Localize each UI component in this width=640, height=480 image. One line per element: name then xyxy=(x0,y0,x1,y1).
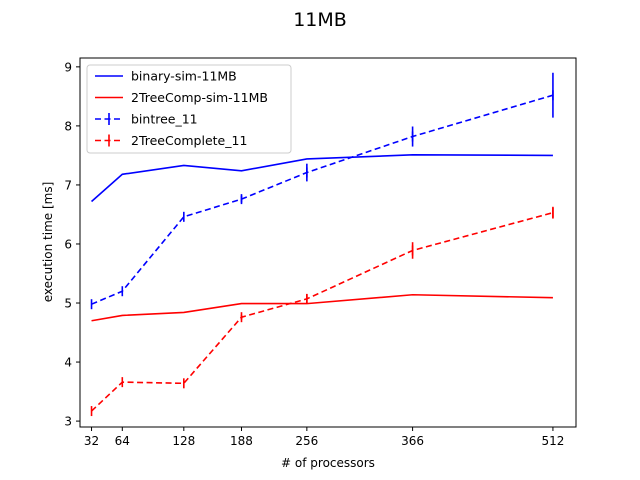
plot-area xyxy=(90,72,554,417)
series-line-4 xyxy=(90,211,554,412)
axes: 32 64 128 188 256 366 512 3 4 5 6 7 8 9 xyxy=(64,57,577,448)
y-axis-label: execution time [ms] xyxy=(41,182,55,303)
y-tick-label: 5 xyxy=(64,297,72,311)
y-tick-label: 6 xyxy=(64,237,72,251)
y-tick-label: 4 xyxy=(64,356,72,370)
legend: binary-sim-11MB 2TreeComp-sim-11MB bintree… xyxy=(86,64,292,154)
legend-label-4: 2TreeComplete_11 xyxy=(131,133,247,148)
x-tick-label: 256 xyxy=(295,434,318,448)
x-tick-label: 64 xyxy=(115,434,130,448)
y-tick-label: 9 xyxy=(64,60,72,74)
x-tick-label: 512 xyxy=(541,434,564,448)
y-tick-label: 3 xyxy=(64,415,72,429)
series-line-2 xyxy=(91,293,553,322)
x-tick-label: 188 xyxy=(230,434,253,448)
plot-frame xyxy=(79,57,577,428)
y-tick-label: 7 xyxy=(64,178,72,192)
legend-label-1: binary-sim-11MB xyxy=(131,69,237,84)
legend-label-2: 2TreeComp-sim-11MB xyxy=(131,90,268,105)
x-axis-label: # of processors xyxy=(281,456,375,470)
x-tick-label: 32 xyxy=(84,434,99,448)
legend-label-3: bintree_11 xyxy=(131,112,198,127)
legend-box xyxy=(86,64,292,154)
y-tick-label: 8 xyxy=(64,119,72,133)
x-tick-label: 366 xyxy=(401,434,424,448)
series-line-1 xyxy=(91,154,553,203)
x-tick-label: 128 xyxy=(172,434,195,448)
chart-title: 11MB xyxy=(293,9,347,31)
